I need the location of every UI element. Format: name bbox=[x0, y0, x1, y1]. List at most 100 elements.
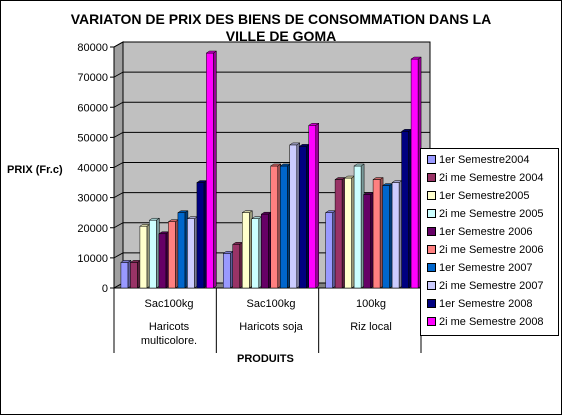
legend-item: 1er Semestre 2007 bbox=[427, 262, 533, 277]
legend-item: 2i me Semestre 2006 bbox=[427, 244, 544, 259]
bar-side bbox=[213, 50, 217, 289]
bar-top bbox=[177, 210, 189, 213]
bar bbox=[289, 144, 297, 289]
bar bbox=[158, 233, 167, 289]
category-label-haricots-multicolore: Sac100kg Haricots multicolore. bbox=[119, 297, 219, 348]
legend-swatch bbox=[427, 244, 436, 254]
chart-legend: 1er Semestre2004 2i me Semestre 2004 1er S… bbox=[420, 148, 559, 336]
legend-item: 1er Semestre 2006 bbox=[427, 226, 533, 241]
bar bbox=[372, 179, 381, 289]
gridline-side bbox=[113, 192, 124, 199]
bar bbox=[196, 182, 205, 289]
y-tick-label: 20000 bbox=[77, 223, 108, 235]
legend-label: 2i me Semestre 2004 bbox=[439, 172, 544, 184]
legend-label: 2i me Semestre 2005 bbox=[439, 208, 544, 220]
y-tick-label: 40000 bbox=[77, 163, 108, 175]
category-label-line: 100kg bbox=[356, 298, 386, 310]
gridline-side bbox=[113, 101, 124, 108]
bar-top bbox=[353, 163, 365, 167]
category-label-line: Haricots soja bbox=[239, 321, 303, 333]
bar-top bbox=[269, 163, 282, 167]
category-label-line: multicolore. bbox=[140, 335, 198, 347]
legend-swatch bbox=[427, 208, 436, 218]
bar bbox=[130, 262, 138, 289]
bar bbox=[382, 185, 390, 289]
gridline-side bbox=[113, 41, 124, 48]
bar bbox=[261, 213, 269, 289]
legend-swatch bbox=[427, 298, 436, 308]
gridline-side bbox=[113, 162, 124, 168]
bar bbox=[410, 58, 419, 289]
y-tick-label: 30000 bbox=[77, 193, 108, 205]
bar bbox=[334, 179, 343, 289]
gridline-side bbox=[113, 131, 124, 138]
y-tick-label: 80000 bbox=[77, 42, 108, 54]
bar bbox=[308, 125, 316, 289]
bar-top bbox=[372, 177, 384, 180]
bar bbox=[223, 253, 231, 289]
category-label-line: Riz local bbox=[350, 321, 392, 333]
bar-top bbox=[410, 56, 422, 60]
legend-swatch bbox=[427, 262, 436, 272]
legend-label: 1er Semestre 2007 bbox=[439, 262, 533, 274]
legend-label: 1er Semestre 2008 bbox=[439, 298, 533, 310]
bar bbox=[363, 194, 371, 289]
y-tick-label: 0 bbox=[102, 283, 108, 295]
legend-item: 1er Semestre2005 bbox=[427, 190, 530, 205]
bar bbox=[270, 165, 278, 289]
legend-swatch bbox=[427, 316, 436, 326]
chart-title-line1: VARIATON DE PRIX DES BIENS DE CONSOMMATI… bbox=[70, 11, 492, 27]
legend-label: 1er Semestre2004 bbox=[439, 154, 530, 166]
gridline-side bbox=[113, 71, 124, 78]
bar bbox=[168, 221, 176, 289]
bar bbox=[325, 212, 333, 289]
bar-side bbox=[315, 122, 319, 289]
legend-label: 2i me Semestre 2006 bbox=[439, 244, 544, 256]
legend-label: 2i me Semestre 2008 bbox=[439, 316, 544, 328]
category-label-line: Haricots bbox=[148, 321, 190, 333]
legend-label: 1er Semestre2005 bbox=[439, 190, 530, 202]
y-tick-label: 70000 bbox=[77, 72, 108, 84]
bar-top bbox=[307, 123, 320, 126]
bar bbox=[280, 165, 288, 289]
legend-item: 1er Semestre 2008 bbox=[427, 298, 533, 313]
chart-title-line2: VILLE DE GOMA bbox=[225, 28, 337, 44]
bar bbox=[401, 131, 409, 289]
bar-top bbox=[288, 142, 301, 146]
x-axis-label: PRODUITS bbox=[237, 353, 294, 365]
legend-item: 2i me Semestre 2007 bbox=[427, 280, 544, 295]
category-label-line: Sac100kg bbox=[246, 298, 296, 310]
bar bbox=[344, 177, 352, 289]
legend-item: 2i me Semestre 2005 bbox=[427, 208, 544, 223]
bar bbox=[139, 225, 148, 289]
y-tick-label: 50000 bbox=[77, 132, 108, 144]
bar-top bbox=[205, 50, 218, 54]
bar-top bbox=[120, 260, 132, 263]
legend-item: 2i me Semestre 2004 bbox=[427, 172, 544, 187]
category-label-riz-local: 100kg Riz local bbox=[321, 297, 421, 334]
y-tick-label: 10000 bbox=[77, 253, 108, 265]
bar bbox=[149, 219, 157, 289]
bar bbox=[120, 262, 129, 289]
bar bbox=[391, 182, 400, 289]
legend-swatch bbox=[427, 190, 436, 200]
legend-label: 2i me Semestre 2007 bbox=[439, 280, 544, 292]
legend-swatch bbox=[427, 280, 436, 290]
legend-swatch bbox=[427, 154, 436, 164]
bar bbox=[251, 218, 259, 289]
gridline-side bbox=[113, 252, 124, 259]
category-label-line: Sac100kg bbox=[144, 298, 194, 310]
bar bbox=[299, 146, 307, 289]
legend-label: 1er Semestre 2006 bbox=[439, 226, 533, 238]
bar-top bbox=[148, 217, 161, 221]
bar bbox=[232, 244, 240, 289]
gridline-side bbox=[113, 222, 124, 229]
y-tick-label: 60000 bbox=[77, 102, 108, 114]
legend-swatch bbox=[427, 172, 436, 182]
category-label-haricots-soja: Sac100kg Haricots soja bbox=[221, 297, 321, 334]
legend-item: 1er Semestre2004 bbox=[427, 154, 530, 169]
bar bbox=[177, 212, 186, 289]
y-axis-label: PRIX (Fr.c) bbox=[7, 164, 63, 176]
